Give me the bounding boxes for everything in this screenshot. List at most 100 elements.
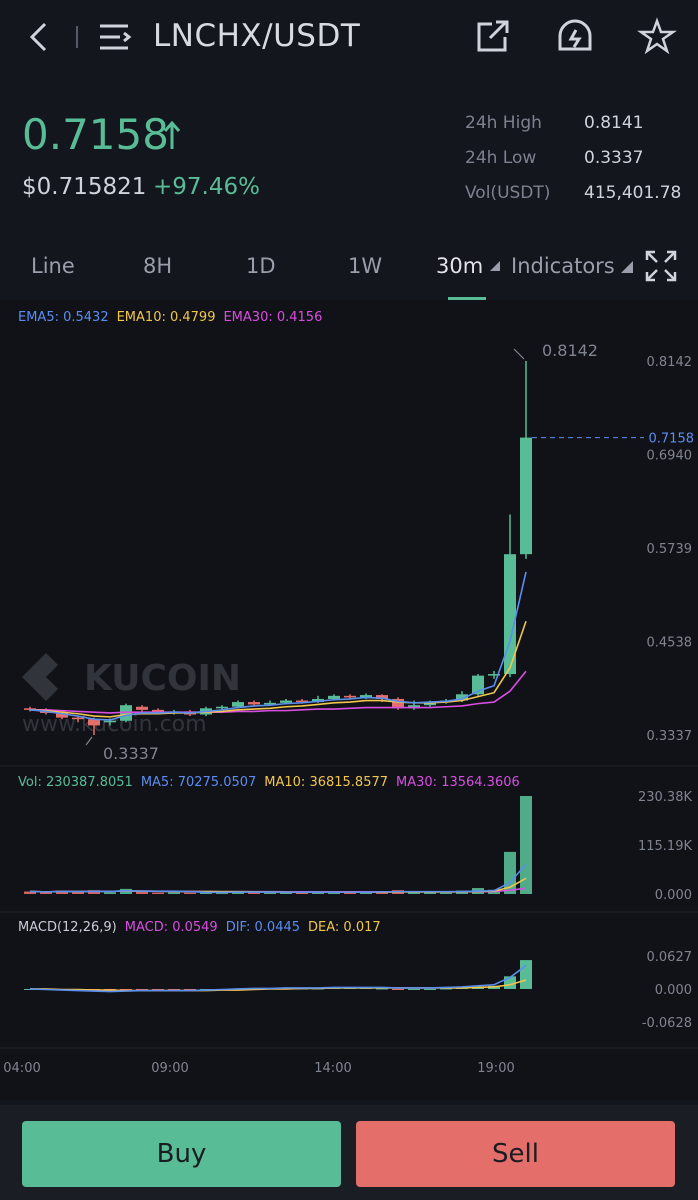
candle-body: [88, 719, 100, 726]
volume-bar: [248, 891, 260, 894]
candle-body: [296, 700, 308, 703]
legend-entry: EMA30: 0.4156: [223, 310, 322, 325]
low-marker: [85, 736, 93, 746]
kline-chart: KUCOIN www.kucoin.com EMA5: 0.5432 EMA10:…: [0, 310, 698, 1076]
y-tick-label: 0.3337: [647, 729, 693, 744]
up-arrow-icon: [163, 120, 181, 149]
volume-ma-line: [29, 863, 527, 894]
ema-line: [30, 670, 527, 714]
x-tick-label: 04:00: [3, 1061, 40, 1076]
macd-bar: [392, 988, 404, 990]
legend-entry: MA10: 36815.8577: [264, 775, 388, 790]
macd-bar: [152, 988, 164, 990]
legend-entry: MACD(12,26,9): [18, 920, 117, 935]
candle-body: [232, 702, 244, 707]
volume-bar: [296, 892, 308, 894]
macd-bar: [408, 988, 420, 990]
macd-bar: [184, 988, 196, 990]
tab[interactable]: 1W: [348, 254, 383, 278]
candle-body: [520, 437, 532, 555]
stat-value: 0.8141: [584, 113, 644, 133]
volume-bar: [408, 891, 420, 894]
watermark-text: KUCOIN: [84, 658, 241, 699]
legend-entry: Vol: 230387.8051: [18, 775, 133, 790]
candle-body: [248, 702, 260, 705]
usd-price: $0.715821: [22, 174, 147, 200]
candle-body: [104, 720, 116, 723]
volume-ma-line: [29, 877, 527, 894]
tab[interactable]: Line: [31, 254, 75, 278]
volume-bar: [152, 892, 164, 894]
y-tick-label: 0.4538: [647, 636, 693, 651]
volume-bar: [24, 891, 36, 894]
tab[interactable]: 30m: [436, 254, 484, 278]
y-tick-label: 230.38K: [638, 790, 692, 805]
y-tick-label: 0.000: [655, 888, 692, 903]
legend-entry: MA5: 70275.0507: [141, 775, 256, 790]
y-tick-label: -0.0628: [642, 1016, 692, 1031]
macd-bar: [376, 988, 388, 990]
dropdown-icon: [621, 261, 633, 273]
y-tick-label: 0.0627: [647, 950, 693, 965]
ema-line: [29, 571, 527, 721]
menu-icon[interactable]: [100, 24, 132, 50]
volume-bar: [88, 890, 100, 894]
volume-bar: [72, 891, 84, 894]
candle-body: [488, 674, 500, 676]
volume-bar: [168, 892, 180, 894]
candle-body: [504, 554, 516, 675]
stat-value: 0.3337: [584, 148, 644, 168]
stat-value: 415,401.78: [584, 183, 682, 203]
y-tick-label: 0.5739: [647, 542, 693, 557]
stat-label: Vol(USDT): [465, 183, 551, 203]
macd-bar: [136, 988, 148, 990]
candle-body: [328, 695, 340, 699]
tab[interactable]: 1D: [246, 254, 276, 278]
candle-body: [392, 698, 404, 709]
alert-icon[interactable]: [558, 19, 592, 51]
legend-entry: MACD: 0.0549: [125, 920, 218, 935]
y-tick-label: 0.8142: [647, 355, 693, 370]
candle-body: [216, 706, 228, 709]
tab[interactable]: 8H: [143, 254, 173, 278]
macd-bar: [520, 960, 532, 989]
tab[interactable]: Indicators: [511, 254, 615, 278]
active-tab-indicator: [448, 297, 486, 300]
volume-bar: [104, 892, 116, 894]
low-marker-label: 0.3337: [103, 744, 159, 763]
sell-button[interactable]: Sell: [356, 1121, 675, 1187]
volume-bar: [280, 892, 292, 894]
fullscreen-icon[interactable]: [645, 250, 677, 282]
share-icon[interactable]: [477, 20, 509, 52]
macd-bar: [168, 988, 180, 990]
buy-button[interactable]: Buy: [22, 1121, 341, 1187]
legend-entry: DEA: 0.017: [308, 920, 381, 935]
watermark: KUCOIN www.kucoin.com: [22, 653, 241, 737]
macd-bar: [440, 988, 452, 990]
last-price-tag: 0.7158: [649, 432, 695, 447]
volume-bar: [520, 795, 532, 894]
back-icon[interactable]: [29, 22, 47, 52]
dif-line: [29, 964, 527, 993]
volume-bar: [344, 892, 356, 894]
candle-body: [360, 695, 372, 698]
candle-body: [136, 706, 148, 710]
volume-bar: [184, 892, 196, 894]
price-change: +97.46%: [153, 174, 260, 200]
y-tick-label: 115.19K: [638, 839, 692, 854]
candle-body: [280, 700, 292, 703]
legend-entry: MA30: 13564.3606: [396, 775, 520, 790]
macd-bar: [120, 988, 132, 991]
stat-label: 24h Low: [465, 148, 537, 168]
volume-bar: [360, 892, 372, 894]
x-tick-label: 09:00: [151, 1061, 188, 1076]
volume-bar: [440, 892, 452, 894]
volume-bar: [264, 892, 276, 894]
x-tick-label: 14:00: [314, 1061, 351, 1076]
candle-body: [264, 702, 276, 705]
stat-label: 24h High: [465, 113, 542, 133]
chart-area: [0, 300, 698, 1100]
favorite-icon[interactable]: [637, 17, 677, 55]
candle-body: [376, 695, 388, 699]
